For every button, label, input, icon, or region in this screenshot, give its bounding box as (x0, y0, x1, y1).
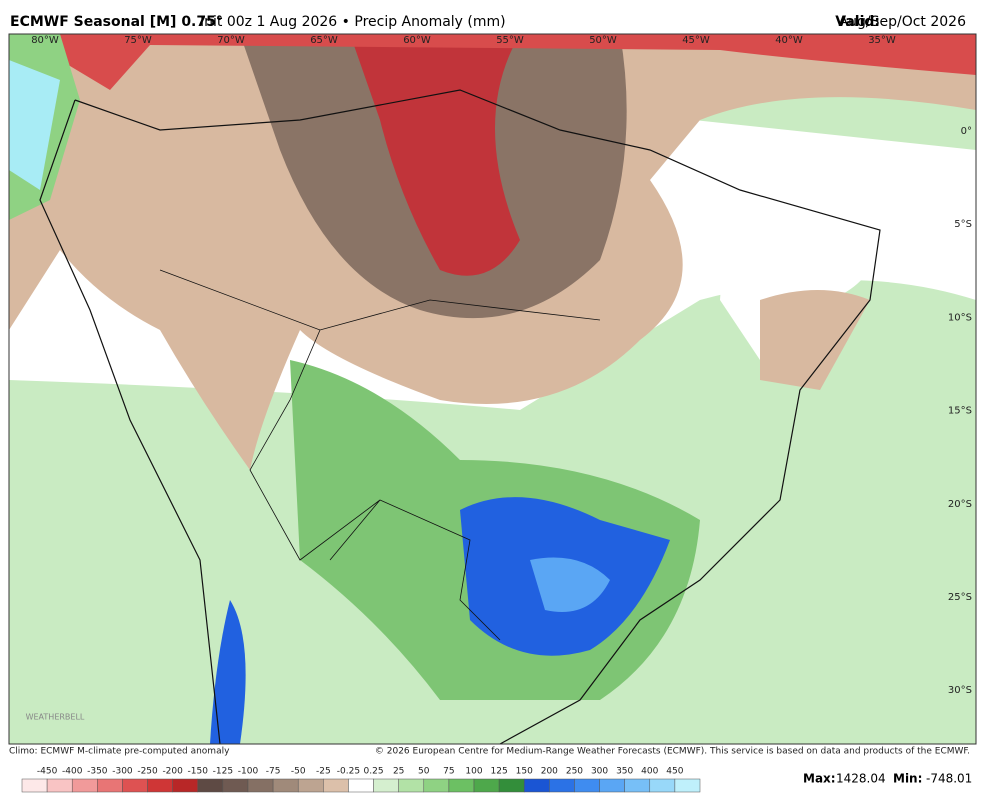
legend-swatch (46, 778, 73, 793)
legend-label: -125 (213, 767, 233, 777)
legend-label: -0.25 (337, 767, 360, 777)
legend-label: -150 (188, 767, 209, 777)
lat-label: 5°S (954, 219, 972, 230)
legend-swatch (448, 778, 475, 793)
lat-label: 30°S (948, 685, 972, 696)
legend-swatch (398, 778, 425, 793)
legend-label: 25 (393, 767, 404, 777)
lat-label: 25°S (948, 592, 972, 603)
legend-swatch (222, 778, 249, 793)
legend-swatch (172, 778, 199, 793)
lat-label: 15°S (948, 406, 972, 417)
legend-label: -350 (87, 767, 108, 777)
min-label: Min: (893, 772, 922, 786)
legend-label: 0.25 (364, 767, 384, 777)
legend-swatch (624, 778, 651, 793)
legend-swatch (272, 778, 299, 793)
legend-label: 450 (666, 767, 683, 777)
legend-label: -50 (291, 767, 306, 777)
legend: -450 -400 -350 -300 -250 -200 -150 -125 -100 -75-… (21, 767, 701, 793)
min-value: -748.01 (926, 772, 972, 786)
lat-label: 0° (961, 126, 972, 137)
legend-swatch (473, 778, 500, 793)
lon-label: 50°W (589, 35, 617, 46)
lon-label: 40°W (775, 35, 803, 46)
map-frame (8, 33, 977, 745)
max-value: 1428.04 (836, 772, 886, 786)
lon-label: 75°W (124, 35, 152, 46)
legend-swatch (197, 778, 224, 793)
legend-swatch (423, 778, 450, 793)
max-label: Max: (803, 772, 836, 786)
lat-label: 10°S (948, 312, 972, 323)
legend-label: 100 (465, 767, 482, 777)
legend-swatch (498, 778, 525, 793)
legend-label: 125 (491, 767, 508, 777)
title: ECMWF Seasonal [M] 0.75° (10, 14, 223, 30)
subtitle: Init 00z 1 Aug 2026 • Precip Anomaly (mm… (200, 14, 506, 30)
lon-label: 80°W (31, 35, 59, 46)
legend-label: 75 (443, 767, 454, 777)
legend-label: -450 (37, 767, 58, 777)
lat-labels: 0° 5°S 10°S 15°S 20°S 25°S 30°S (948, 126, 972, 696)
legend-label: -100 (238, 767, 259, 777)
valid-value: Aug/Sep/Oct 2026 (839, 14, 967, 30)
legend-swatch (674, 778, 701, 793)
legend-label: -25 (316, 767, 331, 777)
valid-label: Valid: (835, 14, 880, 30)
legend-label: -400 (62, 767, 83, 777)
legend-swatch (71, 778, 98, 793)
legend-label: 50 (418, 767, 430, 777)
lon-label: 60°W (403, 35, 431, 46)
legend-swatch (574, 778, 600, 793)
lon-label: 55°W (496, 35, 524, 46)
lon-label: 45°W (682, 35, 710, 46)
legend-swatch (348, 778, 374, 793)
legend-label: -250 (137, 767, 158, 777)
legend-swatch (599, 778, 625, 793)
legend-swatch (297, 778, 324, 793)
legend-label: 400 (641, 767, 658, 777)
legend-label: 300 (591, 767, 608, 777)
lon-label: 70°W (217, 35, 245, 46)
legend-swatch (549, 778, 575, 793)
legend-swatch (21, 778, 48, 793)
legend-label: 250 (566, 767, 583, 777)
legend-swatch (323, 778, 349, 793)
logo: WEATHERBELL (26, 713, 85, 722)
footer-left: Climo: ECMWF M-climate pre-computed anom… (9, 747, 230, 757)
legend-label: 350 (616, 767, 633, 777)
legend-swatch (97, 778, 123, 793)
legend-swatch (649, 778, 676, 793)
lon-label: 65°W (310, 35, 338, 46)
legend-swatch (247, 778, 274, 793)
legend-swatch (122, 778, 148, 793)
legend-swatch (523, 778, 550, 793)
legend-label: 150 (516, 767, 533, 777)
legend-label: 200 (541, 767, 558, 777)
map (9, 34, 976, 744)
legend-label: -300 (112, 767, 133, 777)
legend-swatch (147, 778, 173, 793)
lon-label: 35°W (868, 35, 896, 46)
legend-label: -200 (162, 767, 183, 777)
lat-label: 20°S (948, 499, 972, 510)
legend-swatch (373, 778, 399, 793)
footer-right: © 2026 European Centre for Medium-Range … (375, 747, 970, 757)
lon-labels: 80°W 75°W 70°W 65°W 60°W 55°W 50°W 45°W 40°W 35°W (31, 35, 896, 46)
legend-label: -75 (266, 767, 281, 777)
